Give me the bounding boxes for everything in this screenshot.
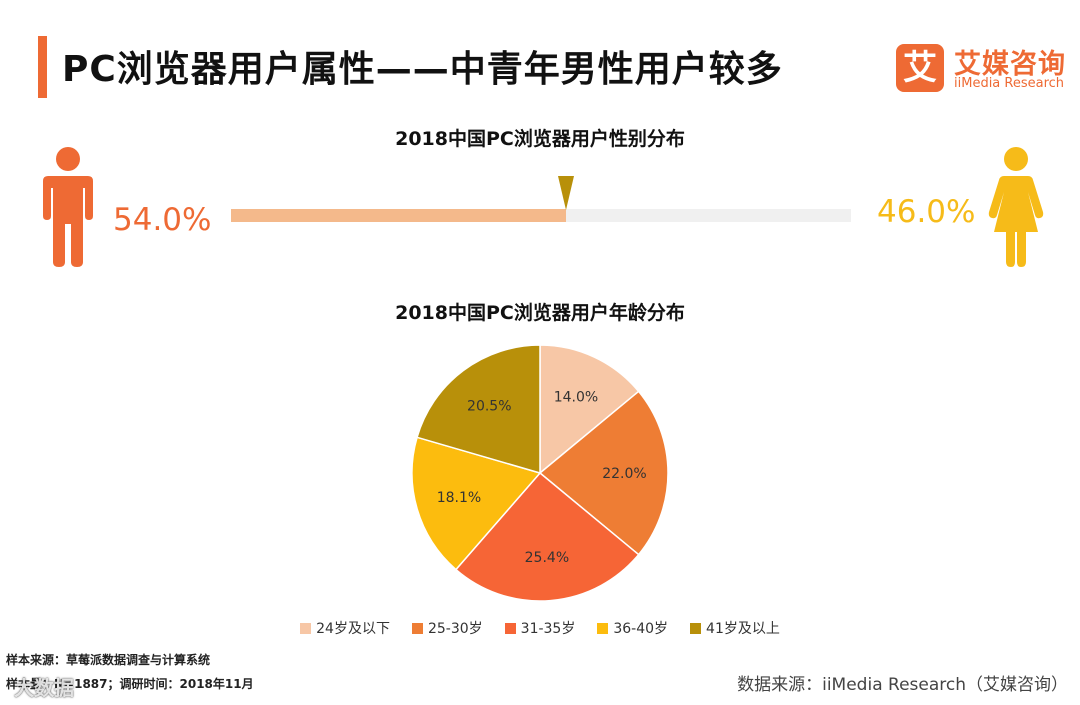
age-legend: 24岁及以下 25-30岁 31-35岁 36-40岁 41岁及以上 <box>0 618 1080 638</box>
data-source: 数据来源：iiMedia Research（艾媒咨询） <box>737 675 1068 695</box>
legend-swatch <box>690 622 702 634</box>
female-percentage: 46.0% <box>877 194 976 230</box>
legend-swatch <box>597 622 609 634</box>
male-person-icon <box>43 147 93 267</box>
pie-label-2: 22.0% <box>602 466 646 482</box>
legend-item-3: 31-35岁 <box>504 618 576 638</box>
logo-name-en: iiMedia Research <box>954 76 1065 91</box>
male-percentage: 54.0% <box>113 202 212 238</box>
pie-slice-3 <box>454 471 640 602</box>
legend-label: 31-35岁 <box>520 621 576 637</box>
legend-label: 25-30岁 <box>427 621 483 637</box>
legend-swatch <box>504 622 516 634</box>
brand-logo: 艾 艾媒咨询 iiMedia Research <box>896 40 1071 95</box>
age-chart-title: 2018中国PC浏览器用户年龄分布 <box>395 302 685 324</box>
page-title: PC浏览器用户属性——中青年男性用户较多 <box>62 49 783 90</box>
pie-label-3: 25.4% <box>525 550 569 566</box>
pie-slice-1 <box>539 344 640 475</box>
legend-item-4: 36-40岁 <box>597 618 668 638</box>
legend-item-1: 24岁及以下 <box>300 618 390 638</box>
pie-label-1: 14.0% <box>554 390 598 406</box>
pie-slice-4 <box>411 436 542 571</box>
ratio-marker-icon <box>557 176 574 210</box>
legend-label: 24岁及以下 <box>316 621 390 637</box>
pie-slice-2 <box>538 390 669 556</box>
male-ratio-fill <box>231 209 566 222</box>
legend-swatch <box>411 622 423 634</box>
sample-size-note: 样本量：N=1887；调研时间：2018年11月 <box>6 677 254 691</box>
pie-slice-5 <box>416 344 541 474</box>
gender-chart-title: 2018中国PC浏览器用户性别分布 <box>395 128 685 150</box>
legend-label: 36-40岁 <box>613 621 669 637</box>
legend-item-2: 25-30岁 <box>411 618 483 638</box>
pie-label-5: 20.5% <box>467 398 511 414</box>
pie-label-4: 18.1% <box>437 490 481 506</box>
logo-name-cn: 艾媒咨询 <box>954 49 1066 80</box>
title-accent-bar <box>38 36 47 98</box>
legend-swatch <box>300 622 312 634</box>
age-pie-chart: 14.0% 22.0% 25.4% 18.1% 20.5% <box>411 344 669 602</box>
sample-source-note: 样本来源：草莓派数据调查与计算系统 <box>6 653 211 667</box>
gender-ratio-bar <box>231 209 851 222</box>
female-person-icon <box>988 147 1044 267</box>
logo-badge: 艾 <box>896 44 944 92</box>
watermark: 大数据 <box>14 676 74 700</box>
legend-item-5: 41岁及以上 <box>690 618 780 638</box>
legend-label: 41岁及以上 <box>706 621 780 637</box>
